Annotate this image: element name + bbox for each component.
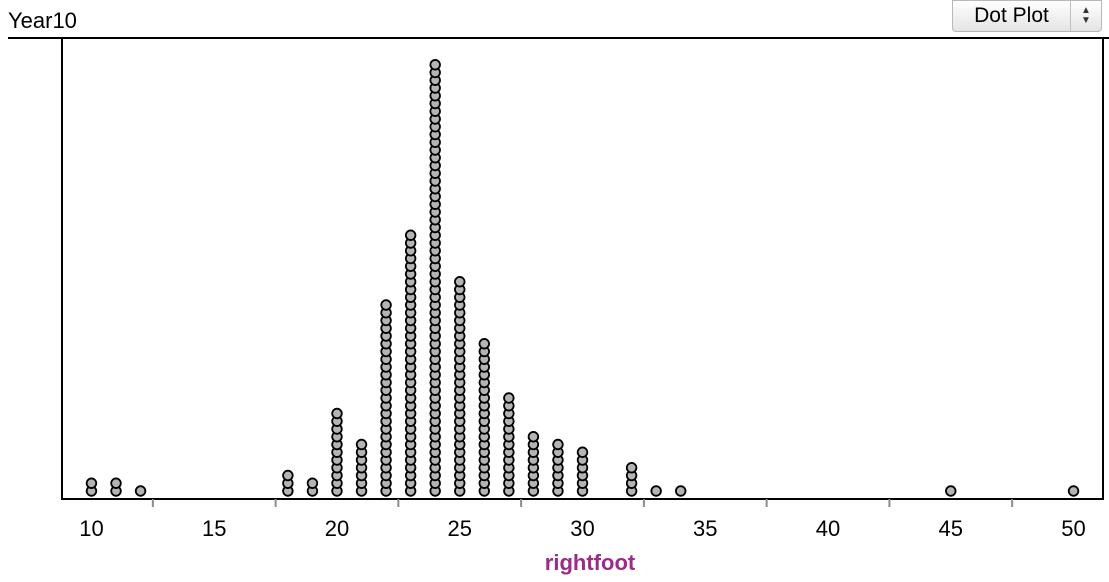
x-tick-label: 10 [79,516,103,541]
x-tick-label: 30 [570,516,594,541]
data-dot[interactable] [306,477,319,489]
dataset-title: Year10 [8,8,77,33]
data-dot[interactable] [478,338,490,350]
data-dot[interactable] [625,462,638,474]
plot-type-dropdown[interactable]: Dot Plot ▲ ▼ [952,0,1102,32]
x-tick-label: 45 [939,516,963,541]
data-dot[interactable] [576,446,589,458]
data-dot[interactable] [85,477,98,489]
data-dot[interactable] [552,438,564,451]
data-dot[interactable] [429,59,441,71]
x-tick-label: 35 [693,516,717,541]
data-dot[interactable] [110,477,122,489]
plot-type-label: Dot Plot [974,4,1049,27]
x-tick-label: 50 [1061,516,1085,541]
data-dot[interactable] [945,485,957,497]
data-dot[interactable] [134,485,147,497]
data-dot[interactable] [675,485,687,497]
up-down-arrows-icon[interactable]: ▲ ▼ [1070,1,1101,31]
data-dot[interactable] [282,469,294,482]
data-dot[interactable] [454,276,466,288]
x-tick-label: 40 [816,516,840,541]
x-axis-ticks [151,499,1014,507]
data-dots [85,59,1080,497]
x-tick-label: 25 [447,516,471,541]
x-tick-label: 15 [202,516,226,541]
data-dot[interactable] [650,485,662,497]
data-dot[interactable] [404,229,417,241]
x-axis-tick-labels: 10 15 20 25 30 35 40 45 50 [79,516,1086,541]
data-dot[interactable] [1067,485,1080,497]
data-dot[interactable] [355,438,368,451]
x-axis-label[interactable]: rightfoot [544,550,636,575]
x-tick-label: 20 [325,516,349,541]
data-dot[interactable] [527,431,540,443]
data-dot[interactable] [331,407,343,420]
data-dot[interactable] [380,299,392,311]
data-dot[interactable] [503,392,515,404]
